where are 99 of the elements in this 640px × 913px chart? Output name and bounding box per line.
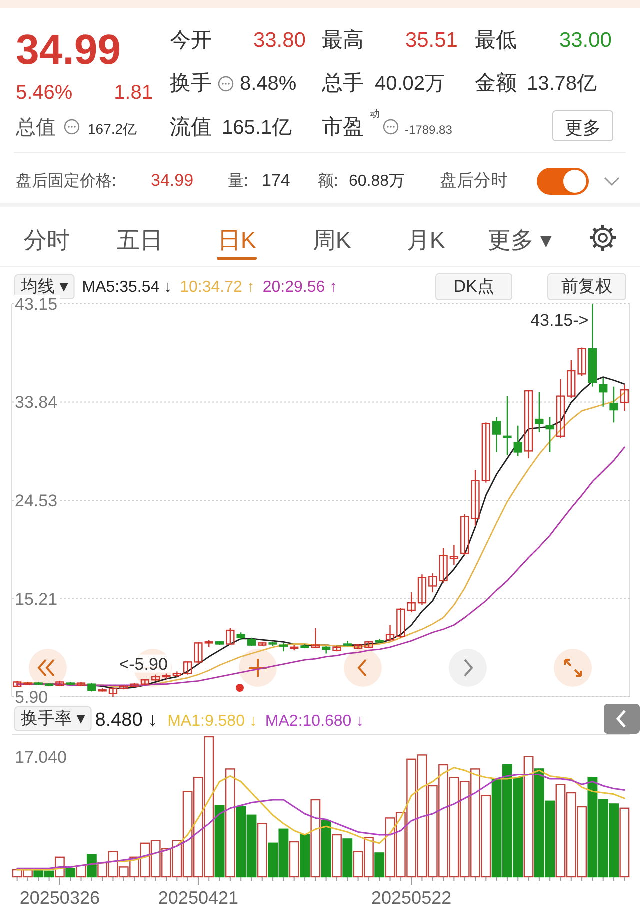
candlestick xyxy=(471,470,480,527)
candlestick xyxy=(492,416,502,453)
bar xyxy=(321,820,332,878)
candlestick xyxy=(546,416,554,453)
text: MA1:9.580 ↓ xyxy=(168,713,258,730)
text: 周K xyxy=(312,227,352,253)
text: DK点 xyxy=(454,277,494,296)
y-tick-label: 5.90 xyxy=(15,688,48,707)
candlestick xyxy=(524,389,534,460)
bar xyxy=(300,834,310,878)
candlestick xyxy=(428,572,438,594)
text: MA2:10.680 ↓ xyxy=(265,713,364,730)
text: 金额 xyxy=(475,72,517,95)
candlestick xyxy=(183,660,192,676)
candlestick xyxy=(450,544,459,566)
candlestick xyxy=(460,514,470,556)
line-series xyxy=(16,446,626,686)
text: 盘后固定价格: xyxy=(16,172,116,190)
text: 市盈 xyxy=(322,116,364,139)
text: 更多 xyxy=(565,118,601,138)
y-tick-label: 15.21 xyxy=(15,590,58,609)
candlestick xyxy=(556,378,566,440)
candlestick xyxy=(482,422,490,484)
bar xyxy=(374,852,385,878)
text: 174 xyxy=(262,171,290,190)
candlestick xyxy=(503,396,512,456)
x-tick-label: 20250421 xyxy=(158,888,239,908)
text: -1789.83 xyxy=(405,123,453,137)
bar xyxy=(257,823,268,878)
bar xyxy=(342,838,353,878)
text: MA5:35.54 ↓ xyxy=(82,279,172,296)
candlestick xyxy=(578,347,586,377)
text: 35.51 xyxy=(405,29,458,52)
text: 总值 xyxy=(15,117,56,139)
text: 60.88万 xyxy=(349,173,406,190)
x-tick-label: 20250522 xyxy=(372,888,452,908)
text: 8.480 ↓ xyxy=(95,710,158,731)
text: 167.2亿 xyxy=(88,121,138,137)
candlestick xyxy=(439,548,448,584)
candlestick xyxy=(610,386,618,424)
y-tick-label: 24.53 xyxy=(15,491,58,510)
text: 额: xyxy=(318,172,338,190)
bar xyxy=(214,805,225,878)
text: 20:29.56 ↑ xyxy=(262,279,338,296)
annotation: 17.040 xyxy=(15,748,67,767)
text: 动 xyxy=(370,109,380,120)
y-tick-label: 33.84 xyxy=(15,393,58,412)
annotation: 43.15-> xyxy=(530,311,589,330)
text: 165.1亿 xyxy=(222,117,292,139)
text: 月K xyxy=(406,227,446,253)
candlestick xyxy=(599,378,608,408)
candlestick xyxy=(407,592,416,614)
text: 最低 xyxy=(475,29,517,52)
y-tick-label: 43.15 xyxy=(15,295,58,314)
text: 流值 xyxy=(170,116,212,139)
bar xyxy=(332,834,342,878)
bar xyxy=(524,756,534,878)
text: 日K xyxy=(218,227,257,253)
text: 34.99 xyxy=(151,171,194,190)
annotation: <-5.90 xyxy=(119,654,168,674)
candlestick xyxy=(311,628,320,650)
text: 今开 xyxy=(170,29,212,52)
text: 盘后分时 xyxy=(440,171,508,190)
bar xyxy=(86,854,97,878)
bar xyxy=(289,841,300,878)
text: 前复权 xyxy=(562,277,612,296)
text: 5.46% xyxy=(16,82,73,104)
x-tick-label: 20250326 xyxy=(20,888,100,908)
text: 总手 xyxy=(321,72,364,95)
text: 34.99 xyxy=(16,26,122,73)
bar xyxy=(620,808,630,878)
bar xyxy=(310,799,321,878)
chart-title: 换手率 ▾ xyxy=(21,709,86,728)
candlestick xyxy=(226,628,235,646)
text: 40.02万 xyxy=(375,73,446,95)
bar xyxy=(225,768,236,878)
text: 量: xyxy=(228,173,248,190)
text: 最高 xyxy=(322,29,364,52)
candlestick xyxy=(567,360,576,400)
text: 五日 xyxy=(117,227,163,253)
candlestick xyxy=(396,608,406,639)
text: 33.00 xyxy=(559,29,612,52)
text: 13.78亿 xyxy=(527,73,598,95)
candlestick xyxy=(108,686,118,698)
text: 分时 xyxy=(24,227,70,253)
candlestick xyxy=(620,384,629,412)
text: 1.81 xyxy=(114,82,153,104)
chart-title: 均线 ▾ xyxy=(20,277,69,296)
text: 换手 xyxy=(170,72,212,95)
candlestick xyxy=(514,425,522,458)
candlestick xyxy=(418,574,427,606)
text: 更多 ▾ xyxy=(488,227,552,253)
text: 8.48% xyxy=(240,73,297,95)
candlestick xyxy=(386,624,395,642)
bar xyxy=(66,868,76,878)
candlestick xyxy=(535,391,544,433)
text: 10:34.72 ↑ xyxy=(180,279,255,296)
candlestick xyxy=(194,642,203,665)
text: 33.80 xyxy=(253,29,306,52)
